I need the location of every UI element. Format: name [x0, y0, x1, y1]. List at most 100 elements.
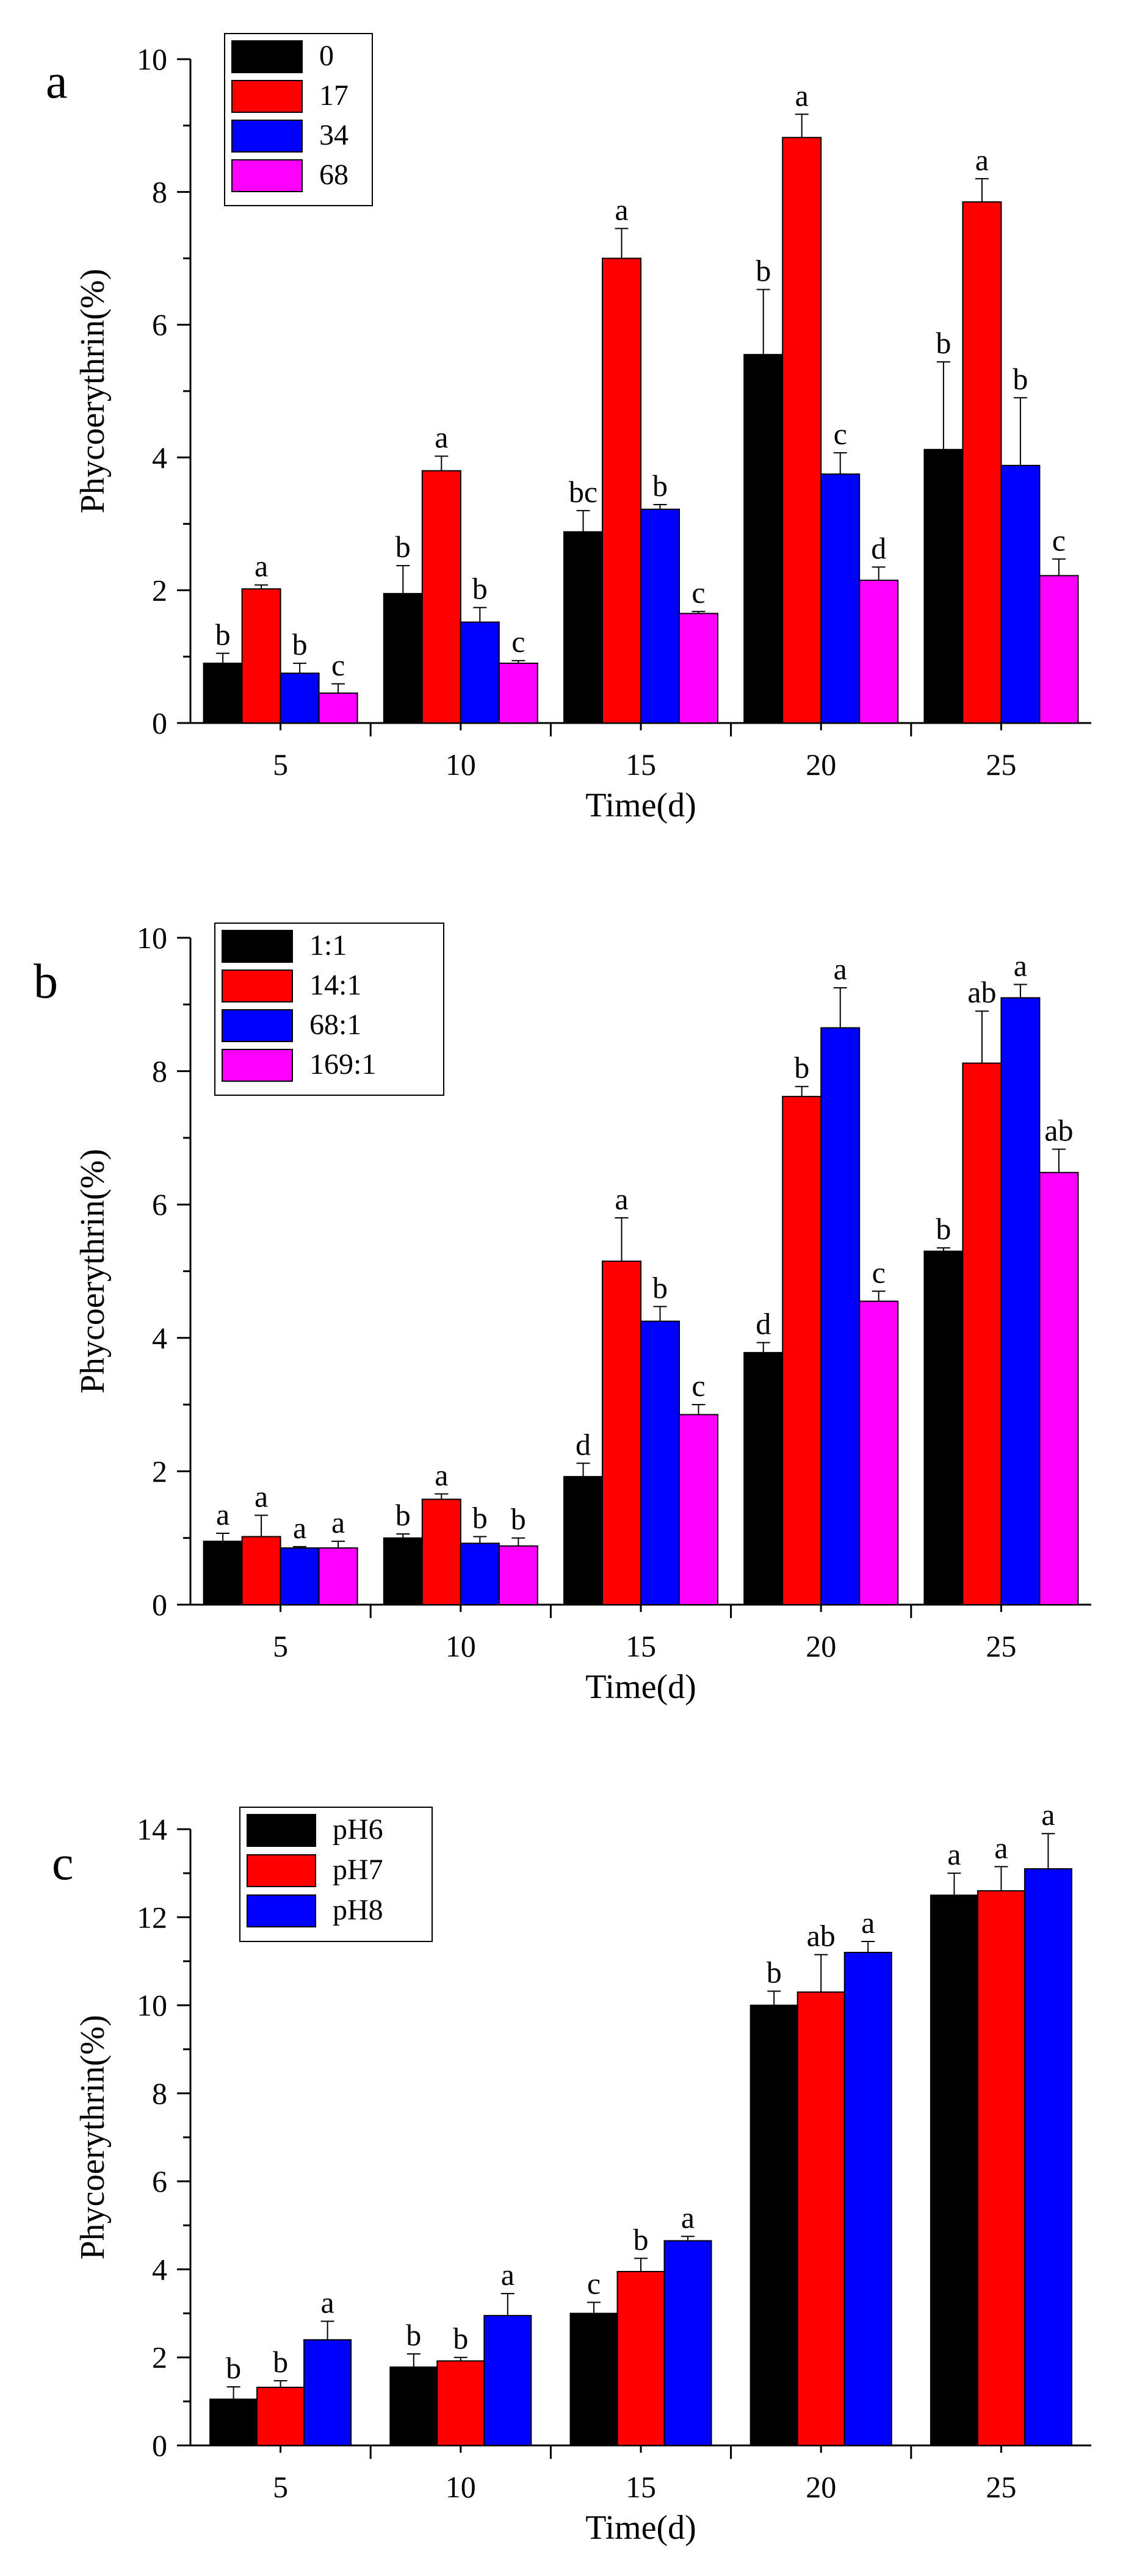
- bar[interactable]: [498, 663, 538, 724]
- significance-label: b: [634, 2222, 649, 2256]
- bar[interactable]: [209, 2398, 258, 2446]
- x-tick-label: 5: [273, 2470, 288, 2504]
- bar[interactable]: [203, 1541, 243, 1606]
- bar[interactable]: [421, 470, 461, 724]
- x-tick-label: 25: [986, 1629, 1016, 1663]
- significance-label: b: [406, 2318, 421, 2352]
- bar[interactable]: [383, 592, 423, 724]
- bar[interactable]: [930, 1894, 978, 2447]
- bar[interactable]: [679, 613, 718, 724]
- significance-label: a: [615, 192, 628, 226]
- significance-label: c: [331, 648, 345, 682]
- bar[interactable]: [977, 1890, 1025, 2446]
- bar[interactable]: [483, 2315, 532, 2446]
- bar[interactable]: [563, 531, 603, 724]
- significance-label: c: [692, 1369, 705, 1403]
- bar[interactable]: [602, 1261, 641, 1605]
- bar[interactable]: [749, 2004, 798, 2447]
- bar[interactable]: [859, 1300, 899, 1606]
- bar[interactable]: [280, 1547, 320, 1605]
- x-axis-title: Time(d): [585, 786, 696, 824]
- bar[interactable]: [460, 621, 500, 724]
- x-tick-label: 15: [626, 1629, 656, 1663]
- legend-label: 0: [319, 40, 334, 72]
- significance-label: d: [756, 1306, 771, 1340]
- significance-label: c: [692, 575, 705, 610]
- bar[interactable]: [782, 1096, 822, 1606]
- significance-label: d: [576, 1427, 591, 1461]
- bar[interactable]: [843, 1952, 892, 2446]
- bar[interactable]: [782, 137, 822, 724]
- bar[interactable]: [436, 2360, 485, 2446]
- bar[interactable]: [318, 693, 358, 724]
- bar[interactable]: [498, 1545, 538, 1605]
- bar[interactable]: [640, 1320, 680, 1606]
- x-axis-title: Time(d): [585, 2509, 696, 2547]
- significance-label: b: [395, 1498, 411, 1532]
- bar[interactable]: [318, 1547, 358, 1605]
- bar[interactable]: [679, 1414, 718, 1606]
- bar[interactable]: [280, 672, 320, 724]
- y-tick-label: 0: [152, 2428, 167, 2463]
- bar[interactable]: [1039, 575, 1079, 724]
- y-axis-title: Phycoerythrin(%): [74, 268, 112, 513]
- legend-swatch: [247, 1854, 316, 1887]
- x-tick-label: 20: [806, 2470, 836, 2504]
- legend-label: 17: [319, 79, 349, 112]
- legend-swatch: [231, 120, 303, 153]
- significance-label: a: [331, 1505, 345, 1539]
- bar[interactable]: [569, 2312, 618, 2447]
- bar[interactable]: [962, 201, 1002, 724]
- significance-label: a: [681, 2200, 695, 2234]
- bar[interactable]: [460, 1542, 500, 1606]
- bar[interactable]: [616, 2271, 665, 2446]
- bar[interactable]: [663, 2240, 712, 2446]
- significance-label: a: [834, 952, 847, 986]
- legend-label: 14:1: [309, 969, 361, 1001]
- y-tick-label: 0: [152, 706, 167, 740]
- bar[interactable]: [602, 257, 641, 724]
- bar[interactable]: [1039, 1171, 1079, 1605]
- bar[interactable]: [1024, 1868, 1072, 2446]
- legend-swatch: [231, 40, 303, 73]
- legend-label: pH7: [333, 1854, 383, 1886]
- bar[interactable]: [389, 2366, 438, 2446]
- bar[interactable]: [1000, 997, 1041, 1605]
- bar[interactable]: [256, 2386, 305, 2447]
- bar[interactable]: [820, 473, 861, 724]
- significance-label: b: [767, 1955, 782, 1989]
- significance-label: a: [435, 1458, 448, 1492]
- significance-label: c: [587, 2267, 601, 2301]
- bar[interactable]: [743, 354, 784, 724]
- significance-label: b: [936, 1212, 951, 1246]
- significance-label: b: [794, 1051, 809, 1085]
- significance-label: b: [511, 1502, 526, 1536]
- bar[interactable]: [563, 1476, 603, 1606]
- bar[interactable]: [820, 1027, 861, 1606]
- bar[interactable]: [640, 508, 680, 724]
- bar[interactable]: [923, 448, 964, 724]
- legend-swatch: [222, 1049, 293, 1082]
- significance-label: c: [511, 625, 525, 659]
- significance-label: b: [472, 572, 488, 606]
- bar[interactable]: [859, 580, 899, 724]
- bar[interactable]: [923, 1250, 964, 1605]
- chart-panel-a: a02468105babc10babc15bcabc20bacd25babcTi…: [46, 33, 1091, 824]
- bar[interactable]: [303, 2339, 352, 2447]
- bar[interactable]: [962, 1062, 1002, 1605]
- bar[interactable]: [383, 1537, 423, 1605]
- bar[interactable]: [796, 1991, 845, 2446]
- bar[interactable]: [1000, 464, 1041, 724]
- bar[interactable]: [743, 1351, 784, 1605]
- significance-label: a: [320, 2286, 334, 2320]
- significance-label: b: [472, 1501, 488, 1535]
- bar[interactable]: [421, 1498, 461, 1605]
- legend: 0 17 34 68: [224, 33, 373, 206]
- legend-swatch: [247, 1894, 316, 1927]
- bar[interactable]: [241, 1536, 281, 1605]
- bar[interactable]: [241, 588, 281, 724]
- y-tick-label: 4: [152, 1321, 167, 1355]
- bar[interactable]: [203, 663, 243, 724]
